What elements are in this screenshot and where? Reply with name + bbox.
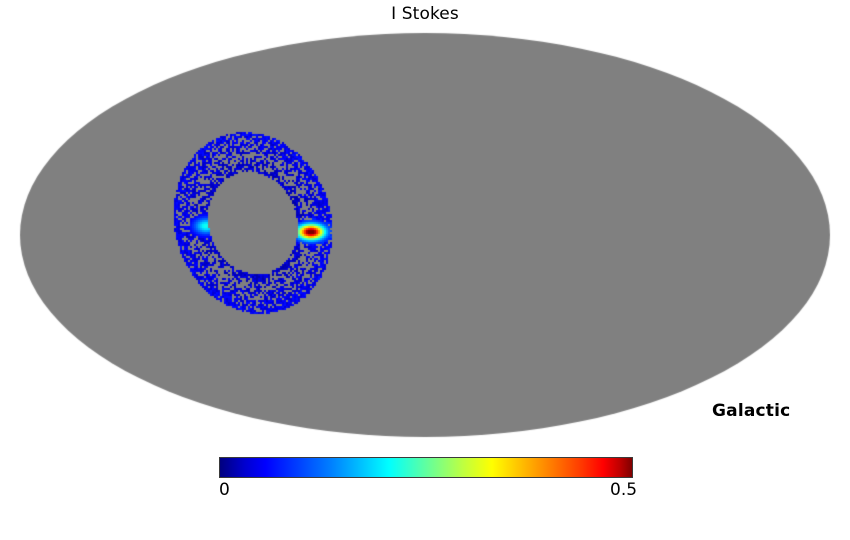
colorbar-max-tick-label: 0.5 [610, 480, 638, 500]
colorbar [219, 457, 633, 478]
colorbar-gradient [219, 457, 633, 478]
coordinate-system-label: Galactic [712, 401, 791, 421]
colorbar-min-tick-label: 0 [219, 480, 230, 500]
